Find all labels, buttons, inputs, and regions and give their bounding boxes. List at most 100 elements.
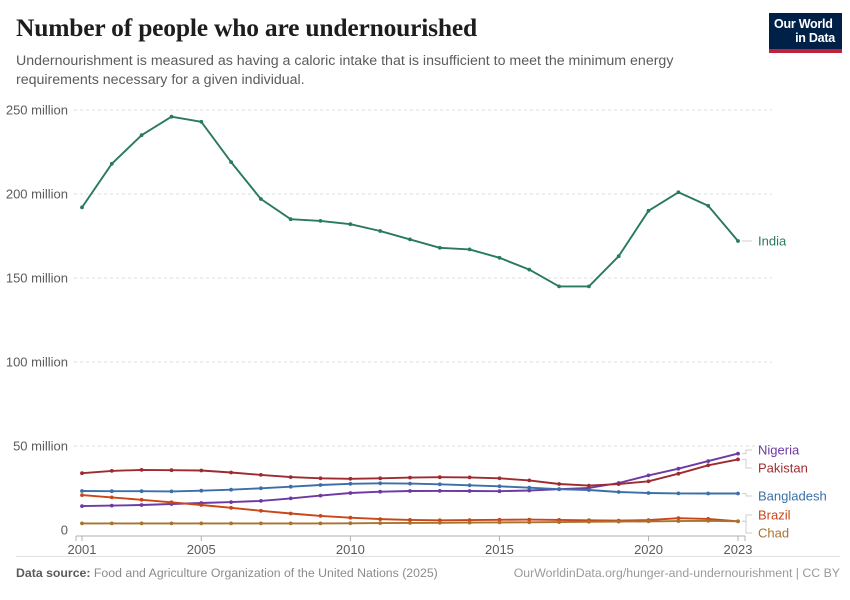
- data-point[interactable]: [437, 518, 442, 523]
- data-point[interactable]: [229, 500, 234, 504]
- data-point[interactable]: [139, 468, 144, 472]
- data-point[interactable]: [169, 521, 174, 526]
- data-point[interactable]: [199, 488, 204, 493]
- data-point[interactable]: [288, 511, 293, 516]
- series-india[interactable]: India: [80, 114, 787, 289]
- data-point[interactable]: [706, 463, 711, 468]
- data-point[interactable]: [467, 483, 472, 488]
- series-line[interactable]: [81, 458, 739, 487]
- data-point[interactable]: [676, 516, 681, 521]
- data-point[interactable]: [497, 517, 502, 522]
- data-point[interactable]: [199, 501, 204, 505]
- series-line[interactable]: [81, 494, 739, 523]
- data-point[interactable]: [109, 469, 114, 473]
- data-point[interactable]: [169, 114, 174, 119]
- data-point[interactable]: [408, 521, 412, 525]
- data-point[interactable]: [527, 478, 532, 483]
- data-point[interactable]: [646, 473, 651, 478]
- data-point[interactable]: [229, 487, 234, 492]
- data-point[interactable]: [318, 493, 323, 498]
- data-point[interactable]: [318, 219, 323, 223]
- series-label-brazil[interactable]: Brazil: [758, 508, 791, 523]
- data-point[interactable]: [497, 484, 502, 489]
- series-pakistan[interactable]: Pakistan: [80, 457, 808, 488]
- data-point[interactable]: [139, 497, 144, 502]
- series-label-chad[interactable]: Chad: [758, 526, 789, 541]
- data-point[interactable]: [80, 493, 84, 497]
- data-point[interactable]: [497, 489, 502, 494]
- data-point[interactable]: [288, 484, 293, 489]
- data-point[interactable]: [408, 489, 412, 493]
- series-line[interactable]: [81, 482, 739, 495]
- data-point[interactable]: [676, 491, 681, 496]
- data-point[interactable]: [587, 483, 591, 488]
- data-point[interactable]: [259, 197, 263, 201]
- data-point[interactable]: [139, 503, 144, 507]
- data-point[interactable]: [557, 487, 561, 492]
- data-point[interactable]: [557, 482, 561, 486]
- data-point[interactable]: [408, 481, 412, 486]
- series-chad[interactable]: Chad: [80, 518, 789, 541]
- data-point[interactable]: [169, 502, 174, 506]
- data-point[interactable]: [259, 521, 263, 526]
- data-point[interactable]: [706, 203, 711, 208]
- data-point[interactable]: [259, 473, 263, 477]
- data-point[interactable]: [437, 245, 442, 250]
- data-point[interactable]: [616, 518, 621, 523]
- data-point[interactable]: [408, 237, 412, 242]
- series-line[interactable]: [81, 519, 739, 525]
- data-point[interactable]: [259, 486, 263, 491]
- data-point[interactable]: [109, 503, 114, 508]
- data-point[interactable]: [229, 470, 234, 475]
- data-point[interactable]: [169, 489, 174, 494]
- data-point[interactable]: [348, 491, 353, 495]
- data-point[interactable]: [318, 476, 323, 481]
- data-point[interactable]: [109, 161, 114, 166]
- data-point[interactable]: [587, 488, 591, 492]
- data-point[interactable]: [378, 476, 383, 481]
- data-point[interactable]: [706, 459, 711, 463]
- data-point[interactable]: [587, 518, 591, 523]
- data-point[interactable]: [288, 217, 293, 222]
- data-point[interactable]: [437, 520, 442, 525]
- series-label-pakistan[interactable]: Pakistan: [758, 461, 808, 476]
- attribution-link[interactable]: OurWorldinData.org/hunger-and-undernouri…: [513, 566, 840, 580]
- data-point[interactable]: [616, 519, 621, 524]
- data-point[interactable]: [378, 481, 383, 486]
- data-point[interactable]: [199, 468, 204, 473]
- data-point[interactable]: [497, 476, 502, 481]
- data-point[interactable]: [169, 468, 174, 473]
- data-point[interactable]: [736, 457, 740, 462]
- data-point[interactable]: [467, 489, 472, 493]
- data-point[interactable]: [348, 481, 353, 486]
- data-point[interactable]: [109, 495, 114, 500]
- data-point[interactable]: [259, 508, 263, 513]
- data-point[interactable]: [527, 517, 532, 522]
- data-point[interactable]: [527, 488, 532, 493]
- data-point[interactable]: [378, 517, 383, 521]
- data-point[interactable]: [318, 483, 323, 487]
- data-point[interactable]: [348, 476, 353, 481]
- data-point[interactable]: [199, 521, 204, 526]
- data-point[interactable]: [80, 521, 84, 526]
- data-point[interactable]: [318, 521, 323, 526]
- data-point[interactable]: [437, 489, 442, 493]
- data-point[interactable]: [318, 514, 323, 518]
- data-point[interactable]: [199, 503, 204, 507]
- data-point[interactable]: [199, 119, 204, 124]
- data-point[interactable]: [408, 518, 412, 522]
- data-point[interactable]: [497, 520, 502, 525]
- data-point[interactable]: [139, 133, 144, 138]
- series-line[interactable]: [81, 115, 739, 288]
- data-point[interactable]: [437, 475, 442, 480]
- data-point[interactable]: [736, 491, 740, 496]
- data-point[interactable]: [348, 515, 353, 520]
- data-point[interactable]: [288, 496, 293, 501]
- data-point[interactable]: [557, 520, 561, 524]
- data-point[interactable]: [229, 521, 234, 526]
- data-point[interactable]: [467, 475, 472, 480]
- data-point[interactable]: [497, 255, 502, 260]
- data-point[interactable]: [587, 519, 591, 524]
- data-point[interactable]: [80, 205, 84, 210]
- data-point[interactable]: [646, 518, 651, 522]
